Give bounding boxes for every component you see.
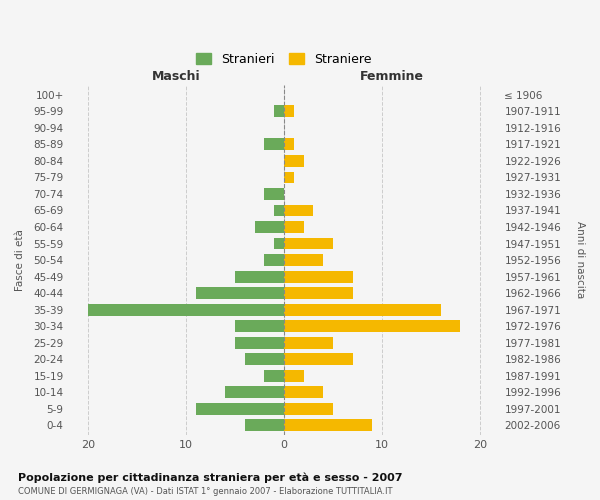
Bar (265, 188, 284, 200)
Text: COMUNE DI GERMIGNAGA (VA) - Dati ISTAT 1° gennaio 2007 - Elaborazione TUTTITALIA: COMUNE DI GERMIGNAGA (VA) - Dati ISTAT 1… (18, 488, 392, 496)
Bar (284, 353, 353, 365)
Bar (265, 254, 284, 266)
Bar (284, 370, 304, 382)
Y-axis label: Fasce di età: Fasce di età (15, 229, 25, 291)
Text: Femmine: Femmine (360, 70, 424, 84)
Bar (284, 221, 304, 233)
Bar (284, 270, 353, 282)
Bar (284, 106, 294, 118)
Bar (274, 204, 284, 216)
Bar (284, 420, 372, 431)
Bar (235, 320, 284, 332)
Bar (284, 403, 333, 414)
Y-axis label: Anni di nascita: Anni di nascita (575, 222, 585, 298)
Bar (284, 254, 323, 266)
Bar (284, 172, 294, 183)
Bar (284, 238, 333, 250)
Bar (196, 287, 284, 299)
Text: Popolazione per cittadinanza straniera per età e sesso - 2007: Popolazione per cittadinanza straniera p… (18, 472, 403, 483)
Bar (235, 336, 284, 348)
Bar (274, 106, 284, 118)
Bar (284, 287, 353, 299)
Bar (284, 336, 333, 348)
Legend: Stranieri, Straniere: Stranieri, Straniere (192, 49, 376, 70)
Bar (284, 204, 313, 216)
Bar (196, 403, 284, 414)
Bar (254, 221, 284, 233)
Bar (88, 304, 284, 316)
Bar (235, 270, 284, 282)
Bar (265, 138, 284, 150)
Bar (274, 238, 284, 250)
Bar (284, 138, 294, 150)
Bar (284, 320, 460, 332)
Bar (284, 155, 304, 167)
Bar (284, 304, 441, 316)
Bar (245, 420, 284, 431)
Bar (245, 353, 284, 365)
Bar (265, 370, 284, 382)
Text: Maschi: Maschi (152, 70, 200, 84)
Bar (225, 386, 284, 398)
Bar (284, 386, 323, 398)
